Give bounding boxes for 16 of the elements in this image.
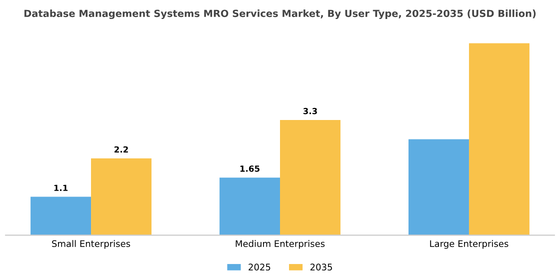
- data-label: 1.1: [54, 184, 68, 191]
- data-label: 3.3: [303, 108, 317, 114]
- bar: [220, 178, 280, 236]
- x-tick-label: Small Enterprises: [52, 240, 130, 249]
- data-label: 1.65: [240, 166, 260, 172]
- bar: [408, 139, 469, 236]
- x-tick-label: Medium Enterprises: [236, 240, 325, 249]
- legend-label: 2035: [310, 264, 332, 270]
- data-label: 2.2: [114, 146, 128, 152]
- bar: [91, 158, 152, 236]
- chart-title: Database Management Systems MRO Services Market, By User Type, 2025-2035 (USD Billion): [24, 10, 536, 20]
- bar: [30, 196, 92, 236]
- bar: [280, 120, 340, 236]
- x-tick-label: Large Enterprises: [430, 240, 508, 249]
- bar: [468, 43, 530, 236]
- legend-label: 2025: [248, 264, 270, 270]
